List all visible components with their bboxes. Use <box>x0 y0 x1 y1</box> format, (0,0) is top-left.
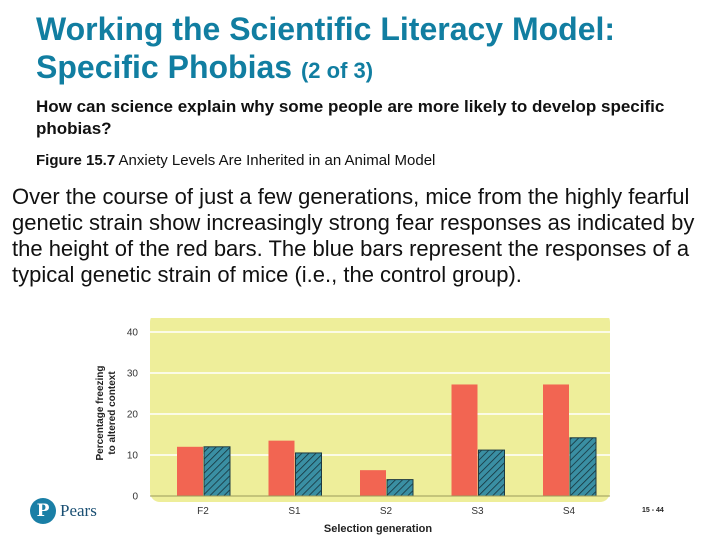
y-tick-label: 30 <box>127 369 139 380</box>
guiding-question: How can science explain why some people … <box>36 97 665 138</box>
title-main: Working the Scientific Literacy Model: S… <box>36 11 616 85</box>
x-tick-label: S4 <box>563 506 576 517</box>
figure-caption: Figure 15.7 Anxiety Levels Are Inherited… <box>36 151 676 171</box>
control-strain-bar <box>203 446 231 497</box>
fearful-strain-bar <box>360 470 386 496</box>
bar-chart: 0 10 20 30 40 F2 S1 S2 S3 S4 Percentage freezing… <box>95 318 610 535</box>
x-tick-label: S3 <box>471 506 484 517</box>
x-tick-label: S1 <box>288 506 301 517</box>
fearful-strain-bar <box>451 384 478 496</box>
control-strain-bar <box>386 479 414 497</box>
fearful-strain-bar <box>177 446 203 496</box>
body-text: Over the course of just a few generation… <box>12 184 695 287</box>
y-tick-label: 20 <box>127 410 139 421</box>
control-strain-bar <box>478 449 505 497</box>
figure-title: Anxiety Levels Are Inherited in an Anima… <box>118 152 436 169</box>
control-strain-bar <box>569 437 597 497</box>
slide-title: Working the Scientific Literacy Model: S… <box>36 10 696 90</box>
y-tick-label: 0 <box>132 492 138 503</box>
y-tick-label: 40 <box>127 328 139 339</box>
y-axis-label-line-2: to altered context <box>107 371 118 455</box>
publisher-logo: P Pears <box>30 498 97 524</box>
pearson-logo-icon: P <box>30 498 56 524</box>
y-axis-label-line-1: Percentage freezing <box>95 365 106 460</box>
fearful-strain-bar <box>543 384 569 496</box>
x-axis-label: Selection generation <box>324 523 432 535</box>
y-tick-label: 10 <box>127 451 139 462</box>
control-strain-bar <box>295 452 322 497</box>
x-tick-label: S2 <box>380 506 393 517</box>
slide-number: 15 - 44 <box>642 507 664 514</box>
figure-label: Figure 15.7 <box>36 152 116 169</box>
logo-text: Pears <box>60 501 97 520</box>
x-tick-label: F2 <box>197 506 209 517</box>
fearful-strain-bar <box>268 440 295 496</box>
title-part-indicator: (2 of 3) <box>300 58 374 83</box>
